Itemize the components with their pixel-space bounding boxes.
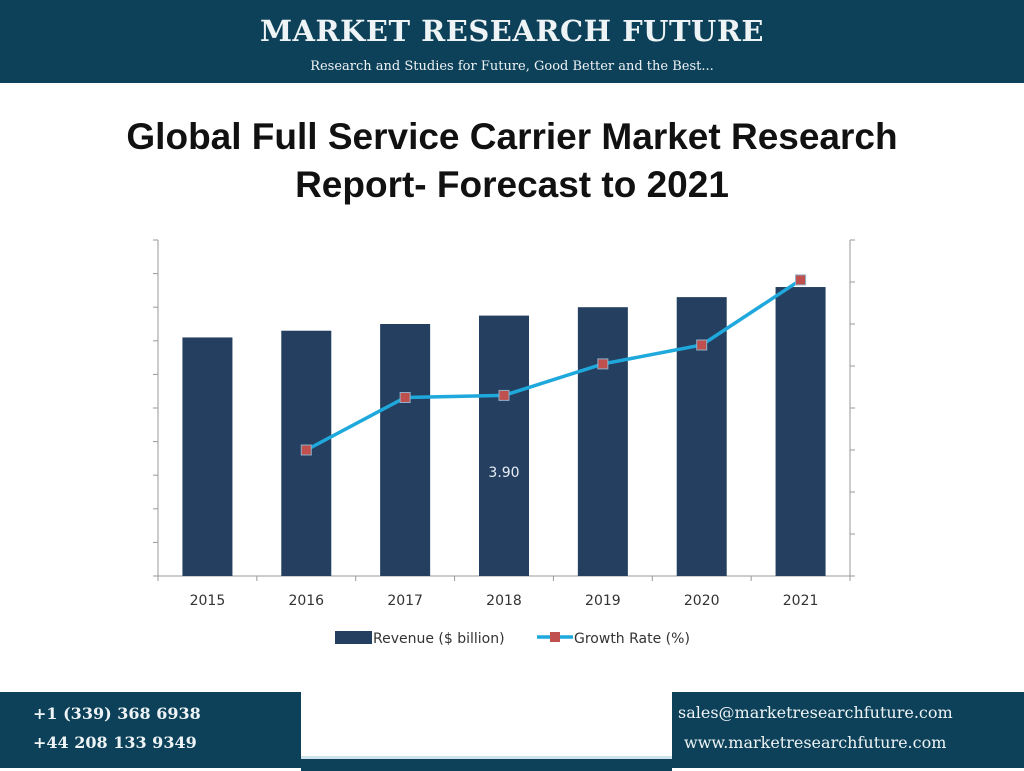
header-banner: MARKET RESEARCH FUTURE Research and Stud… [0,0,1024,83]
growth-rate-line [305,278,802,452]
x-tick-label: 2015 [190,593,226,609]
bar-2018 [479,315,529,576]
bar-2015 [182,337,233,576]
growth-rate-marker [399,392,411,403]
legend-label-growth: Growth Rate (%) [574,631,690,647]
legend-swatch-revenue [335,631,372,644]
bar-2021 [775,287,826,576]
phone-us[interactable]: +1 (339) 368 6938 [33,704,201,723]
x-tick-label: 2018 [486,593,522,609]
x-tick-label: 2019 [585,593,621,609]
x-tick-label: 2020 [684,593,720,609]
phone-uk[interactable]: +44 208 133 9349 [33,733,197,752]
growth-rate-marker [597,358,609,370]
email-link[interactable]: sales@marketresearchfuture.com [678,703,953,722]
growth-rate-marker [300,444,312,456]
x-tick-label: 2021 [783,593,819,609]
x-tick-label: 2017 [387,593,423,609]
tagline: Research and Studies for Future, Good Be… [310,59,714,74]
footer-contact-web: sales@marketresearchfuture.com www.marke… [672,692,1024,768]
growth-rate-marker [498,389,510,401]
brand-logo-text: MARKET RESEARCH FUTURE [259,14,765,48]
title-line-1: Global Full Service Carrier Market Resea… [126,116,898,157]
growth-rate-marker [696,339,708,351]
page-title: Global Full Service Carrier Market Resea… [0,113,1024,209]
x-tick-label: 2016 [288,593,324,609]
growth-rate-marker [795,274,807,286]
legend-swatch-growth-marker [550,632,560,642]
bar-2019 [577,307,628,576]
footer-divider [301,756,672,771]
website-link[interactable]: www.marketresearchfuture.com [684,733,947,752]
bar-2017 [380,324,431,576]
data-label: 3.90 [488,465,519,481]
bar-2020 [676,297,727,576]
title-line-2: Report- Forecast to 2021 [295,164,729,205]
footer-contact-phones: +1 (339) 368 6938 +44 208 133 9349 [0,692,301,768]
legend-label-revenue: Revenue ($ billion) [373,631,505,647]
